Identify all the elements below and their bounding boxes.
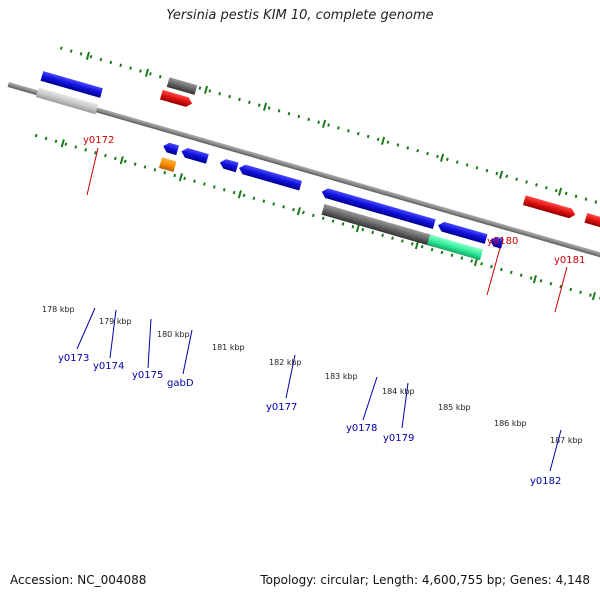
leader-line [554, 266, 568, 313]
gene-arrow-y0172b[interactable] [159, 89, 194, 108]
scale-label: 183 kbp [325, 372, 358, 381]
scale-labels: 178 kbp 179 kbp 180 kbp 181 kbp 182 kbp … [42, 305, 583, 445]
outer-minor-ticks [59, 46, 600, 221]
leader-line [401, 382, 409, 429]
genome-backbone [7, 82, 600, 281]
scale-label: 187 kbp [550, 436, 583, 445]
forward-gene-labels: y0172 y0180 y0181 [83, 135, 585, 313]
accession-text: Accession: NC_004088 [10, 573, 147, 587]
leader-line [76, 307, 96, 350]
inner-tick-track [34, 133, 600, 309]
gene-arrow-y0174[interactable] [180, 147, 209, 164]
leader-line [182, 329, 193, 375]
gene-arrow-y0172[interactable] [166, 77, 198, 95]
feature-green[interactable] [427, 234, 484, 261]
gene-label-y0177[interactable]: y0177 [266, 402, 297, 413]
gene-arrow-left-lightgray[interactable] [35, 87, 99, 115]
scale-label: 184 kbp [382, 387, 415, 396]
leader-line [549, 429, 562, 472]
gene-label-y0182[interactable]: y0182 [530, 476, 561, 487]
scale-label: 185 kbp [438, 403, 471, 412]
gene-arrow-y0179[interactable] [489, 235, 504, 249]
leader-line [486, 247, 501, 296]
gene-label-y0174[interactable]: y0174 [93, 361, 124, 372]
gene-arrow-y0178[interactable] [437, 220, 488, 244]
leader-line [285, 354, 296, 399]
scale-label: 186 kbp [494, 419, 527, 428]
outer-tick-track [59, 46, 600, 221]
feature-orange[interactable] [159, 157, 177, 173]
outer-major-ticks [85, 51, 563, 196]
gene-label-y0180[interactable]: y0180 [487, 236, 518, 247]
leader-line [362, 376, 378, 421]
scale-label: 181 kbp [212, 343, 245, 352]
inner-minor-ticks [34, 133, 600, 309]
leader-line [147, 318, 152, 369]
leader-line [86, 147, 99, 196]
scale-label: 178 kbp [42, 305, 75, 314]
reverse-gene-labels: y0173 y0174 y0175 gabD y0177 y0178 y0179… [58, 307, 562, 487]
gene-label-gabD[interactable]: gabD [167, 378, 194, 389]
gene-arrow-y0175[interactable] [219, 158, 239, 173]
gene-label-y0175[interactable]: y0175 [132, 370, 163, 381]
gene-label-y0173[interactable]: y0173 [58, 353, 89, 364]
genome-info-text: Topology: circular; Length: 4,600,755 bp… [260, 573, 590, 587]
scale-label: 179 kbp [99, 317, 132, 326]
gene-arrow-y0180[interactable] [522, 195, 577, 219]
leader-line [109, 309, 117, 359]
gene-arrow-y0177[interactable] [320, 187, 436, 229]
gene-label-y0178[interactable]: y0178 [346, 423, 377, 434]
scale-label: 182 kbp [269, 358, 302, 367]
gene-label-y0179[interactable]: y0179 [383, 433, 414, 444]
scale-label: 180 kbp [157, 330, 190, 339]
gene-label-y0181[interactable]: y0181 [554, 255, 585, 266]
map-title: Yersinia pestis KIM 10, complete genome [166, 8, 434, 23]
gene-arrow-y0181[interactable] [584, 213, 600, 236]
gene-arrow-left-blue[interactable] [40, 71, 103, 98]
gene-label-y0172[interactable]: y0172 [83, 135, 114, 146]
gene-features [35, 71, 600, 261]
inner-major-ticks [60, 139, 596, 301]
gene-arrow-gabD[interactable] [238, 163, 303, 191]
gene-arrow-y0173[interactable] [162, 141, 179, 156]
feature-gray-long[interactable] [321, 204, 437, 247]
